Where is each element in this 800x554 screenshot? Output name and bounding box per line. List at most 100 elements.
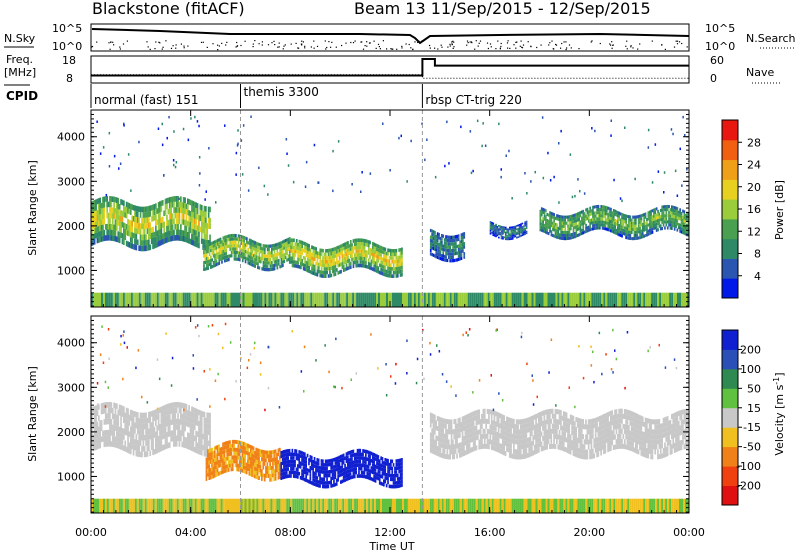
echo-cell bbox=[163, 422, 165, 428]
echo-cell bbox=[522, 233, 525, 236]
echo-cell bbox=[166, 203, 168, 210]
echo-cell bbox=[345, 474, 348, 478]
echo-cell bbox=[280, 251, 283, 255]
echo-cell bbox=[275, 256, 277, 260]
echo-cell bbox=[367, 457, 370, 462]
near-range-cell bbox=[302, 292, 305, 307]
echo-cell bbox=[653, 208, 655, 212]
echo-cell bbox=[256, 460, 259, 464]
echo-cell bbox=[336, 257, 338, 261]
echo-cell bbox=[560, 218, 562, 222]
echo-cell bbox=[633, 237, 636, 241]
echo-cell bbox=[318, 251, 320, 256]
echo-cell bbox=[146, 440, 149, 446]
echo-cell bbox=[240, 238, 243, 242]
echo-cell bbox=[232, 233, 234, 238]
echo-cell bbox=[233, 443, 235, 448]
echo-cell bbox=[206, 228, 209, 235]
echo-cell bbox=[230, 444, 233, 448]
echo-cell bbox=[381, 261, 384, 265]
echo-cell bbox=[207, 249, 209, 254]
nsearch-dot bbox=[449, 45, 451, 47]
echo-cell bbox=[129, 220, 132, 226]
echo-cell bbox=[643, 222, 645, 226]
echo-cell bbox=[388, 255, 391, 260]
echo-cell bbox=[658, 212, 661, 216]
echo-cell bbox=[344, 260, 346, 265]
nsearch-dot bbox=[162, 46, 164, 48]
echo-cell bbox=[139, 223, 142, 229]
echo-cell bbox=[561, 215, 564, 219]
nsearch-dot bbox=[451, 44, 453, 46]
echo-cell bbox=[91, 424, 93, 430]
echo-cell bbox=[243, 242, 245, 246]
echo-cell bbox=[543, 223, 546, 227]
near-range-cell bbox=[250, 292, 253, 307]
echo-cell bbox=[373, 453, 375, 457]
echo-cell bbox=[345, 452, 348, 456]
echo-cell bbox=[547, 213, 550, 217]
echo-cell bbox=[359, 256, 362, 261]
near-range-cell bbox=[382, 292, 384, 307]
echo-cell bbox=[492, 222, 495, 225]
echo-cell bbox=[668, 217, 670, 221]
echo-cell bbox=[219, 447, 222, 452]
near-range-cell bbox=[603, 292, 606, 307]
echo-cell bbox=[96, 215, 99, 222]
echo-cell bbox=[229, 240, 232, 245]
echo-cell bbox=[261, 469, 263, 474]
echo-cell bbox=[287, 463, 289, 468]
echo-cell bbox=[395, 252, 398, 257]
echo-cell bbox=[128, 203, 131, 209]
echo-cell bbox=[111, 407, 114, 414]
echo-cell bbox=[525, 225, 528, 228]
echo-cell bbox=[205, 234, 207, 240]
echo-cell bbox=[394, 270, 396, 275]
echo-cell bbox=[560, 221, 562, 225]
echo-cell bbox=[525, 224, 528, 226]
echo-cell bbox=[365, 457, 367, 461]
echo-cell bbox=[157, 419, 160, 425]
noise-cell bbox=[157, 127, 160, 130]
echo-cell bbox=[619, 230, 622, 234]
echo-cell bbox=[351, 254, 353, 258]
echo-cell bbox=[342, 264, 345, 269]
echo-cell bbox=[682, 228, 684, 232]
echo-cell bbox=[593, 214, 596, 218]
echo-cell bbox=[590, 209, 593, 213]
echo-cell bbox=[229, 459, 231, 464]
echo-cell bbox=[648, 232, 651, 236]
echo-cell bbox=[326, 256, 328, 260]
echo-cell bbox=[352, 250, 355, 254]
echo-cell bbox=[236, 244, 238, 248]
echo-cell bbox=[128, 242, 131, 248]
echo-cell bbox=[236, 447, 238, 452]
echo-cell bbox=[129, 437, 132, 444]
echo-cell bbox=[255, 467, 258, 472]
echo-cell bbox=[225, 242, 227, 246]
echo-cell bbox=[215, 256, 218, 260]
echo-cell bbox=[354, 242, 356, 247]
echo-cell bbox=[320, 480, 323, 485]
echo-cell bbox=[510, 229, 513, 232]
echo-cell bbox=[270, 458, 273, 463]
echo-cell bbox=[330, 476, 332, 481]
echo-cell bbox=[383, 464, 385, 469]
echo-cell bbox=[388, 274, 391, 278]
echo-cell bbox=[206, 440, 209, 446]
echo-cell bbox=[206, 429, 209, 435]
echo-cell bbox=[131, 204, 133, 210]
echo-cell bbox=[265, 244, 268, 248]
near-range-cell bbox=[186, 292, 189, 307]
echo-cell bbox=[285, 467, 288, 471]
echo-cell bbox=[233, 243, 236, 248]
echo-cell bbox=[442, 234, 445, 238]
echo-cell bbox=[196, 442, 199, 449]
near-range-cell bbox=[152, 292, 155, 307]
echo-cell bbox=[146, 206, 149, 212]
echo-cell bbox=[284, 249, 287, 253]
echo-cell bbox=[394, 477, 396, 482]
echo-cell bbox=[456, 238, 459, 242]
echo-cell bbox=[203, 264, 205, 268]
echo-cell bbox=[658, 224, 661, 228]
